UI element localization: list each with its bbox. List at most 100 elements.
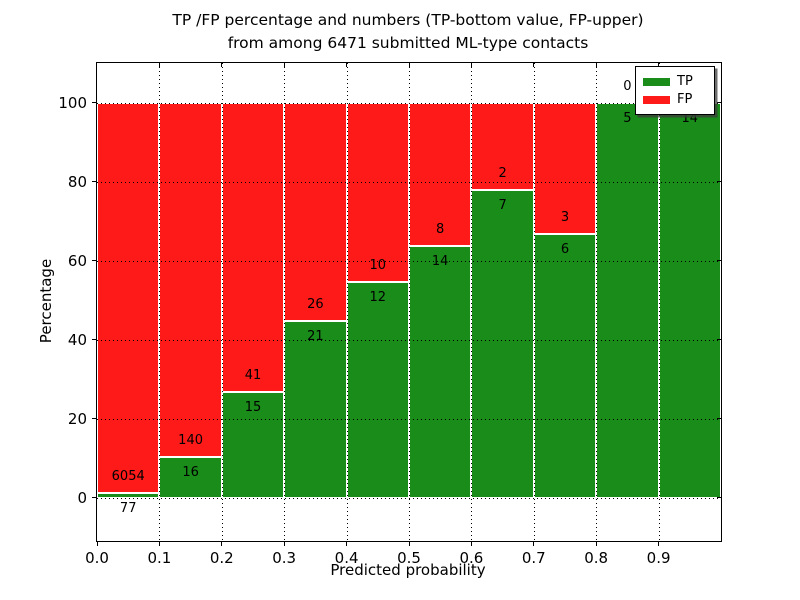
x-tick-mark-inner xyxy=(533,63,535,67)
fp-count-label: 26 xyxy=(307,297,324,313)
x-tick-mark-inner xyxy=(408,63,410,67)
fp-swatch-icon xyxy=(643,96,670,104)
fp-bar-segment xyxy=(346,102,409,283)
x-tick-mark-inner xyxy=(346,63,348,67)
tp-count-label: 16 xyxy=(182,465,199,481)
vertical-gridline xyxy=(533,63,535,541)
fp-count-label: 140 xyxy=(178,433,203,449)
fp-bar-segment xyxy=(221,102,285,392)
x-tick-label: 0.7 xyxy=(521,549,546,567)
y-tick-label: 60 xyxy=(67,251,87,270)
fp-bar-segment xyxy=(284,102,347,322)
x-tick-mark-inner xyxy=(658,63,660,67)
x-tick-label: 0.3 xyxy=(272,549,297,567)
x-tick-mark xyxy=(533,541,535,546)
y-tick-mark-inner xyxy=(717,418,721,420)
x-tick-mark-inner xyxy=(158,63,160,67)
x-tick-mark xyxy=(595,541,597,546)
tp-count-label: 6 xyxy=(560,242,570,258)
y-tick-mark xyxy=(92,418,97,420)
fp-count-label: 6054 xyxy=(111,468,145,484)
y-tick-label: 0 xyxy=(77,488,87,507)
tp-bar-segment xyxy=(471,190,534,498)
x-tick-mark xyxy=(96,541,98,546)
tp-count-label: 21 xyxy=(307,329,324,345)
x-tick-mark xyxy=(408,541,410,546)
x-tick-label: 0.8 xyxy=(584,549,609,567)
legend: TP FP xyxy=(635,66,715,115)
y-tick-label: 40 xyxy=(67,330,87,349)
x-tick-mark-inner xyxy=(221,63,223,67)
tp-bar-segment xyxy=(97,492,160,498)
y-tick-mark-inner xyxy=(717,339,721,341)
x-tick-mark-inner xyxy=(283,63,285,67)
x-tick-mark xyxy=(470,541,472,546)
y-tick-label: 20 xyxy=(67,409,87,428)
y-tick-mark-inner xyxy=(717,102,721,103)
vertical-gridline xyxy=(596,63,598,541)
vertical-gridline xyxy=(471,63,473,541)
tp-bar-segment xyxy=(346,282,409,498)
x-tick-label: 0.0 xyxy=(85,549,109,567)
fp-count-label: 8 xyxy=(436,222,445,238)
tp-bar-segment xyxy=(658,102,721,498)
y-tick-mark xyxy=(92,102,97,103)
x-tick-mark-inner xyxy=(595,63,597,67)
fp-count-label: 0 xyxy=(623,78,632,94)
fp-count-label: 41 xyxy=(244,367,262,383)
tp-count-label: 14 xyxy=(431,254,449,270)
x-tick-mark xyxy=(221,541,223,546)
vertical-gridline xyxy=(409,63,410,541)
y-tick-mark xyxy=(92,260,97,262)
x-tick-mark-inner xyxy=(470,63,472,67)
tp-bar-segment xyxy=(284,321,347,498)
vertical-gridline xyxy=(658,63,660,541)
tp-bar-segment xyxy=(596,102,659,498)
x-tick-label: 0.2 xyxy=(209,549,234,567)
legend-label-tp: TP xyxy=(677,74,693,89)
legend-item-tp: TP xyxy=(643,73,707,91)
x-tick-label: 0.5 xyxy=(397,549,421,567)
x-tick-mark xyxy=(283,541,285,546)
y-tick-label: 100 xyxy=(58,93,87,112)
y-tick-mark-inner xyxy=(717,260,721,262)
y-tick-label: 80 xyxy=(67,172,87,191)
legend-item-fp: FP xyxy=(643,91,707,109)
tp-count-label: 15 xyxy=(244,399,262,415)
x-tick-label: 0.9 xyxy=(646,549,671,567)
tp-bar-segment xyxy=(409,246,472,498)
x-tick-mark xyxy=(158,541,160,546)
chart-title-line1: TP /FP percentage and numbers (TP-bottom… xyxy=(172,11,644,29)
fp-count-label: 2 xyxy=(498,166,507,182)
x-tick-label: 0.4 xyxy=(334,549,359,567)
fp-count-label: 3 xyxy=(560,210,570,226)
x-tick-mark xyxy=(658,541,660,546)
tp-count-label: 77 xyxy=(119,500,137,516)
plot-area: 6054771401641152621101281427360501402040… xyxy=(58,62,722,567)
y-tick-mark-inner xyxy=(717,181,721,182)
chart-title-line2: from among 6471 submitted ML-type contac… xyxy=(227,34,589,52)
tp-count-label: 5 xyxy=(623,110,632,126)
x-axis-label: Predicted probability xyxy=(330,561,486,579)
fp-bar-segment xyxy=(159,102,222,458)
y-tick-mark xyxy=(92,181,97,182)
tp-count-label: 7 xyxy=(498,198,507,214)
y-tick-mark xyxy=(92,339,97,341)
fp-bar-segment xyxy=(97,102,160,493)
y-tick-mark xyxy=(92,497,97,499)
tp-bar-segment xyxy=(159,457,222,498)
vertical-gridline xyxy=(159,63,161,541)
tp-count-label: 12 xyxy=(369,290,387,306)
x-tick-label: 0.6 xyxy=(459,549,484,567)
tp-swatch-icon xyxy=(643,78,670,86)
fp-count-label: 10 xyxy=(369,258,387,274)
y-tick-mark-inner xyxy=(717,497,721,499)
fp-bar-segment xyxy=(471,102,534,191)
vertical-gridline xyxy=(346,63,348,541)
vertical-gridline xyxy=(221,63,223,541)
chart-title: TP /FP percentage and numbers (TP-bottom… xyxy=(96,9,720,55)
x-tick-mark xyxy=(346,541,348,546)
legend-label-fp: FP xyxy=(677,92,693,107)
vertical-gridline xyxy=(284,63,286,541)
